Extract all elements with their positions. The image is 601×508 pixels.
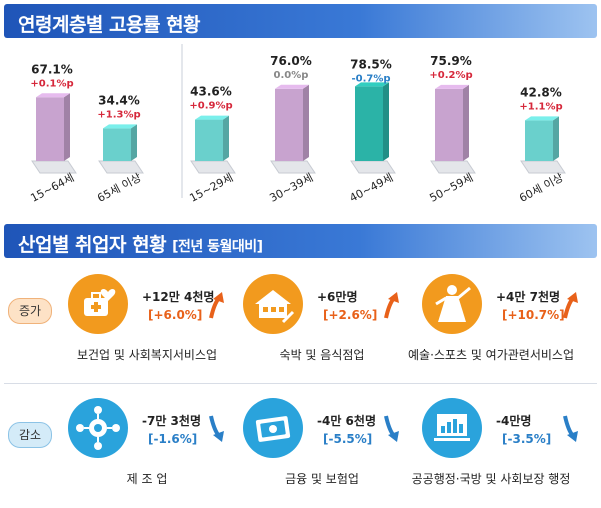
bar-value-label: 76.0%	[270, 54, 312, 68]
industry-item-healthcare: +12만 4천명 [+6.0%] 보건업 및 사회복지서비스업	[62, 268, 224, 363]
bar	[355, 86, 383, 161]
bar-change-label: +1.3%p	[97, 109, 140, 120]
bar-value-label: 78.5%	[350, 57, 392, 71]
industry-change: [+10.7%]	[502, 308, 565, 322]
industry-item-lodging: +6만명 [+2.6%] 숙박 및 음식점업	[237, 268, 399, 363]
down-arrow-icon	[563, 415, 578, 442]
industry-title: 산업별 취업자 현황	[18, 234, 167, 256]
industry-value: -4만 6천명	[317, 414, 376, 428]
manufacturing-icon	[68, 398, 128, 458]
bar	[36, 97, 64, 161]
bar-top	[103, 124, 137, 129]
industry-item-public-admin: -4만명 [-3.5%] 공공행정·국방 및 사회보장 행정	[412, 392, 578, 487]
bar	[525, 120, 553, 161]
employment-chart: 67.1% +0.1%p 15~64세 34.4% +1.3%p 65세 이상 43.6% +…	[28, 44, 566, 205]
bar	[103, 128, 131, 161]
bar-top	[355, 82, 389, 87]
bar-change-label: 0.0%p	[274, 70, 309, 81]
category-label: 50~59세	[427, 171, 475, 205]
down-arrow-icon	[209, 415, 224, 442]
industry-item-arts: +4만 7천명 [+10.7%] 예술·스포츠 및 여가관련서비스업	[408, 268, 578, 363]
bar-side	[303, 84, 309, 161]
category-label: 40~49세	[347, 171, 395, 205]
bar-top	[275, 84, 309, 89]
industry-name: 숙박 및 음식점업	[279, 348, 365, 362]
industry-value: -7만 3천명	[142, 414, 201, 428]
industry-item-manufacturing: -7만 3천명 [-1.6%] 제 조 업	[62, 392, 224, 487]
category-label: 15~64세	[28, 171, 76, 205]
industry-banner: 산업별 취업자 현황 [전년 동월대비]	[4, 224, 597, 258]
bar-change-label: +0.9%p	[189, 101, 232, 112]
lodging-icon	[243, 274, 303, 334]
up-arrow-icon	[384, 292, 399, 319]
performer-icon	[422, 274, 482, 334]
industry-change: [-5.5%]	[323, 432, 373, 446]
industry-name: 금융 및 보험업	[285, 472, 359, 486]
bar-top	[525, 116, 559, 121]
bar-value-label: 75.9%	[430, 54, 472, 68]
employment-title: 연령계층별 고용률 현황	[18, 14, 201, 36]
industry-change: [-3.5%]	[502, 432, 552, 446]
bar-top	[195, 115, 229, 120]
bar-side	[553, 116, 559, 161]
bar-side	[383, 82, 389, 161]
bar-value-label: 34.4%	[98, 93, 140, 107]
industry-change: [+2.6%]	[323, 308, 378, 322]
bar	[435, 88, 463, 161]
bar-side	[131, 124, 137, 161]
row-divider	[4, 383, 597, 384]
down-arrow-icon	[384, 415, 399, 442]
bar-change-label: +0.2%p	[429, 70, 472, 81]
bar-value-label: 43.6%	[190, 85, 232, 99]
up-arrow-icon	[563, 292, 578, 319]
bar-side	[223, 115, 229, 161]
bar	[275, 88, 303, 161]
finance-icon	[243, 398, 303, 458]
bar-top	[435, 84, 469, 89]
healthcare-icon	[68, 274, 128, 334]
industry-name: 제 조 업	[126, 472, 168, 486]
category-label: 30~39세	[267, 171, 315, 205]
category-label: 15~29세	[187, 171, 235, 205]
increase-tag: 증가	[8, 298, 52, 324]
industry-item-finance: -4만 6천명 [-5.5%] 금융 및 보험업	[237, 392, 399, 487]
industry-value: -4만명	[496, 414, 532, 428]
bar-top	[36, 93, 70, 98]
decrease-tag: 감소	[8, 422, 52, 448]
industry-value: +6만명	[317, 290, 358, 304]
industry-value: +4만 7천명	[496, 290, 561, 304]
bar-change-label: -0.7%p	[351, 73, 390, 84]
bar-value-label: 67.1%	[31, 62, 73, 76]
bar-value-label: 42.8%	[520, 85, 562, 99]
bar-side	[64, 93, 70, 161]
category-label: 60세 이상	[517, 171, 565, 205]
industry-value: +12만 4천명	[142, 290, 215, 304]
bar-side	[463, 84, 469, 161]
industry-name: 공공행정·국방 및 사회보장 행정	[411, 472, 571, 486]
industry-change: [+6.0%]	[148, 308, 203, 322]
industry-change: [-1.6%]	[148, 432, 198, 446]
industry-subtitle: [전년 동월대비]	[172, 239, 263, 255]
employment-banner: 연령계층별 고용률 현황	[4, 4, 597, 38]
industry-name: 보건업 및 사회복지서비스업	[76, 348, 218, 362]
public-admin-icon	[422, 398, 482, 458]
bar-change-label: +1.1%p	[519, 101, 562, 112]
industry-title-wrap: 산업별 취업자 현황 [전년 동월대비]	[18, 230, 263, 257]
category-label: 65세 이상	[95, 171, 143, 205]
bar-change-label: +0.1%p	[30, 78, 73, 89]
bar	[195, 119, 223, 161]
industry-name: 예술·스포츠 및 여가관련서비스업	[407, 348, 574, 362]
up-arrow-icon	[209, 292, 224, 319]
